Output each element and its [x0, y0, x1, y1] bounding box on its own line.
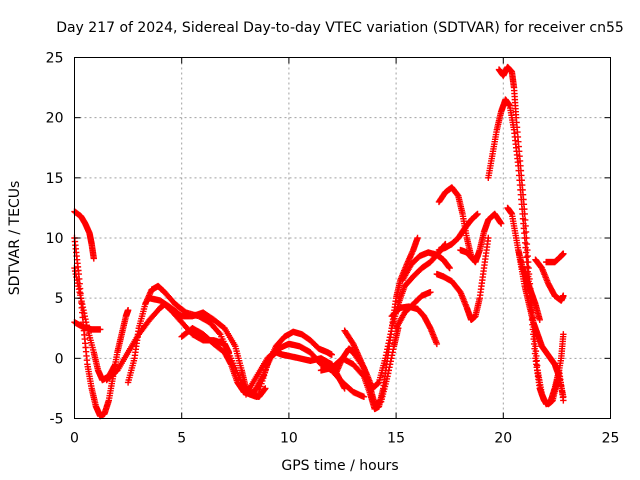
- series-track-1: [71, 208, 97, 262]
- y-tick-label: 15: [46, 171, 64, 187]
- y-axis-label: SDTVAR / TECUs: [7, 181, 23, 296]
- data-point: [262, 385, 269, 392]
- data-point: [536, 316, 543, 324]
- data-point: [497, 220, 505, 227]
- data-point: [97, 326, 104, 333]
- y-tick-label: 5: [55, 291, 64, 307]
- chart-title: Day 217 of 2024, Sidereal Day-to-day VTE…: [56, 20, 624, 36]
- data-point: [522, 222, 529, 230]
- data-point: [360, 393, 368, 401]
- data-point: [524, 246, 531, 254]
- data-point: [521, 210, 528, 218]
- series-track-23: [504, 204, 567, 401]
- x-tick-label: 5: [177, 431, 186, 447]
- data-point: [90, 255, 97, 262]
- x-tick-label: 10: [280, 431, 298, 447]
- series-track-17: [435, 184, 505, 266]
- data-point: [427, 288, 434, 296]
- data-point: [525, 264, 532, 272]
- data-point: [485, 234, 492, 242]
- data-point: [328, 351, 335, 358]
- series-track-18: [435, 210, 481, 254]
- x-tick-label: 20: [494, 431, 512, 447]
- x-axis-label: GPS time / hours: [281, 458, 398, 474]
- series-track-15: [392, 288, 434, 332]
- x-tick-label: 25: [602, 431, 620, 447]
- y-tick-label: 10: [46, 231, 64, 247]
- data-point: [216, 329, 223, 337]
- x-tick-label: 15: [387, 431, 405, 447]
- data-point: [124, 307, 132, 314]
- series-track-19: [433, 234, 492, 324]
- series-track-24: [515, 246, 543, 324]
- series-track-20: [457, 246, 481, 263]
- y-tick-label: 20: [46, 111, 64, 127]
- series-track-26: [542, 250, 567, 266]
- data-point: [560, 250, 567, 257]
- series-track-12: [332, 325, 402, 408]
- data-point: [414, 234, 421, 242]
- series-track-16: [399, 249, 453, 284]
- data-point: [522, 228, 530, 236]
- data-point: [560, 393, 567, 401]
- data-point: [446, 264, 453, 272]
- series-track-14: [388, 303, 441, 348]
- data-point: [523, 234, 530, 242]
- data-point: [524, 258, 532, 266]
- data-point: [521, 216, 529, 224]
- y-tick-label: 0: [55, 351, 64, 367]
- data-point: [433, 340, 441, 348]
- data-point: [112, 361, 119, 368]
- series-track-25: [532, 256, 567, 304]
- data-point: [474, 210, 481, 218]
- data-point: [560, 331, 567, 338]
- data-point: [524, 252, 531, 260]
- y-tick-label: -5: [50, 412, 64, 428]
- series-track-3: [71, 264, 119, 384]
- data-point: [523, 240, 531, 248]
- data-point: [560, 292, 567, 299]
- x-tick-label: 0: [70, 431, 79, 447]
- y-tick-label: 25: [46, 51, 64, 67]
- series-track-22: [495, 63, 567, 408]
- data-point: [474, 252, 481, 260]
- series-track-4: [71, 319, 104, 333]
- axis-ticks: 0 5 10 15 20 25 -5 0 5 10 15 20 25: [46, 51, 620, 447]
